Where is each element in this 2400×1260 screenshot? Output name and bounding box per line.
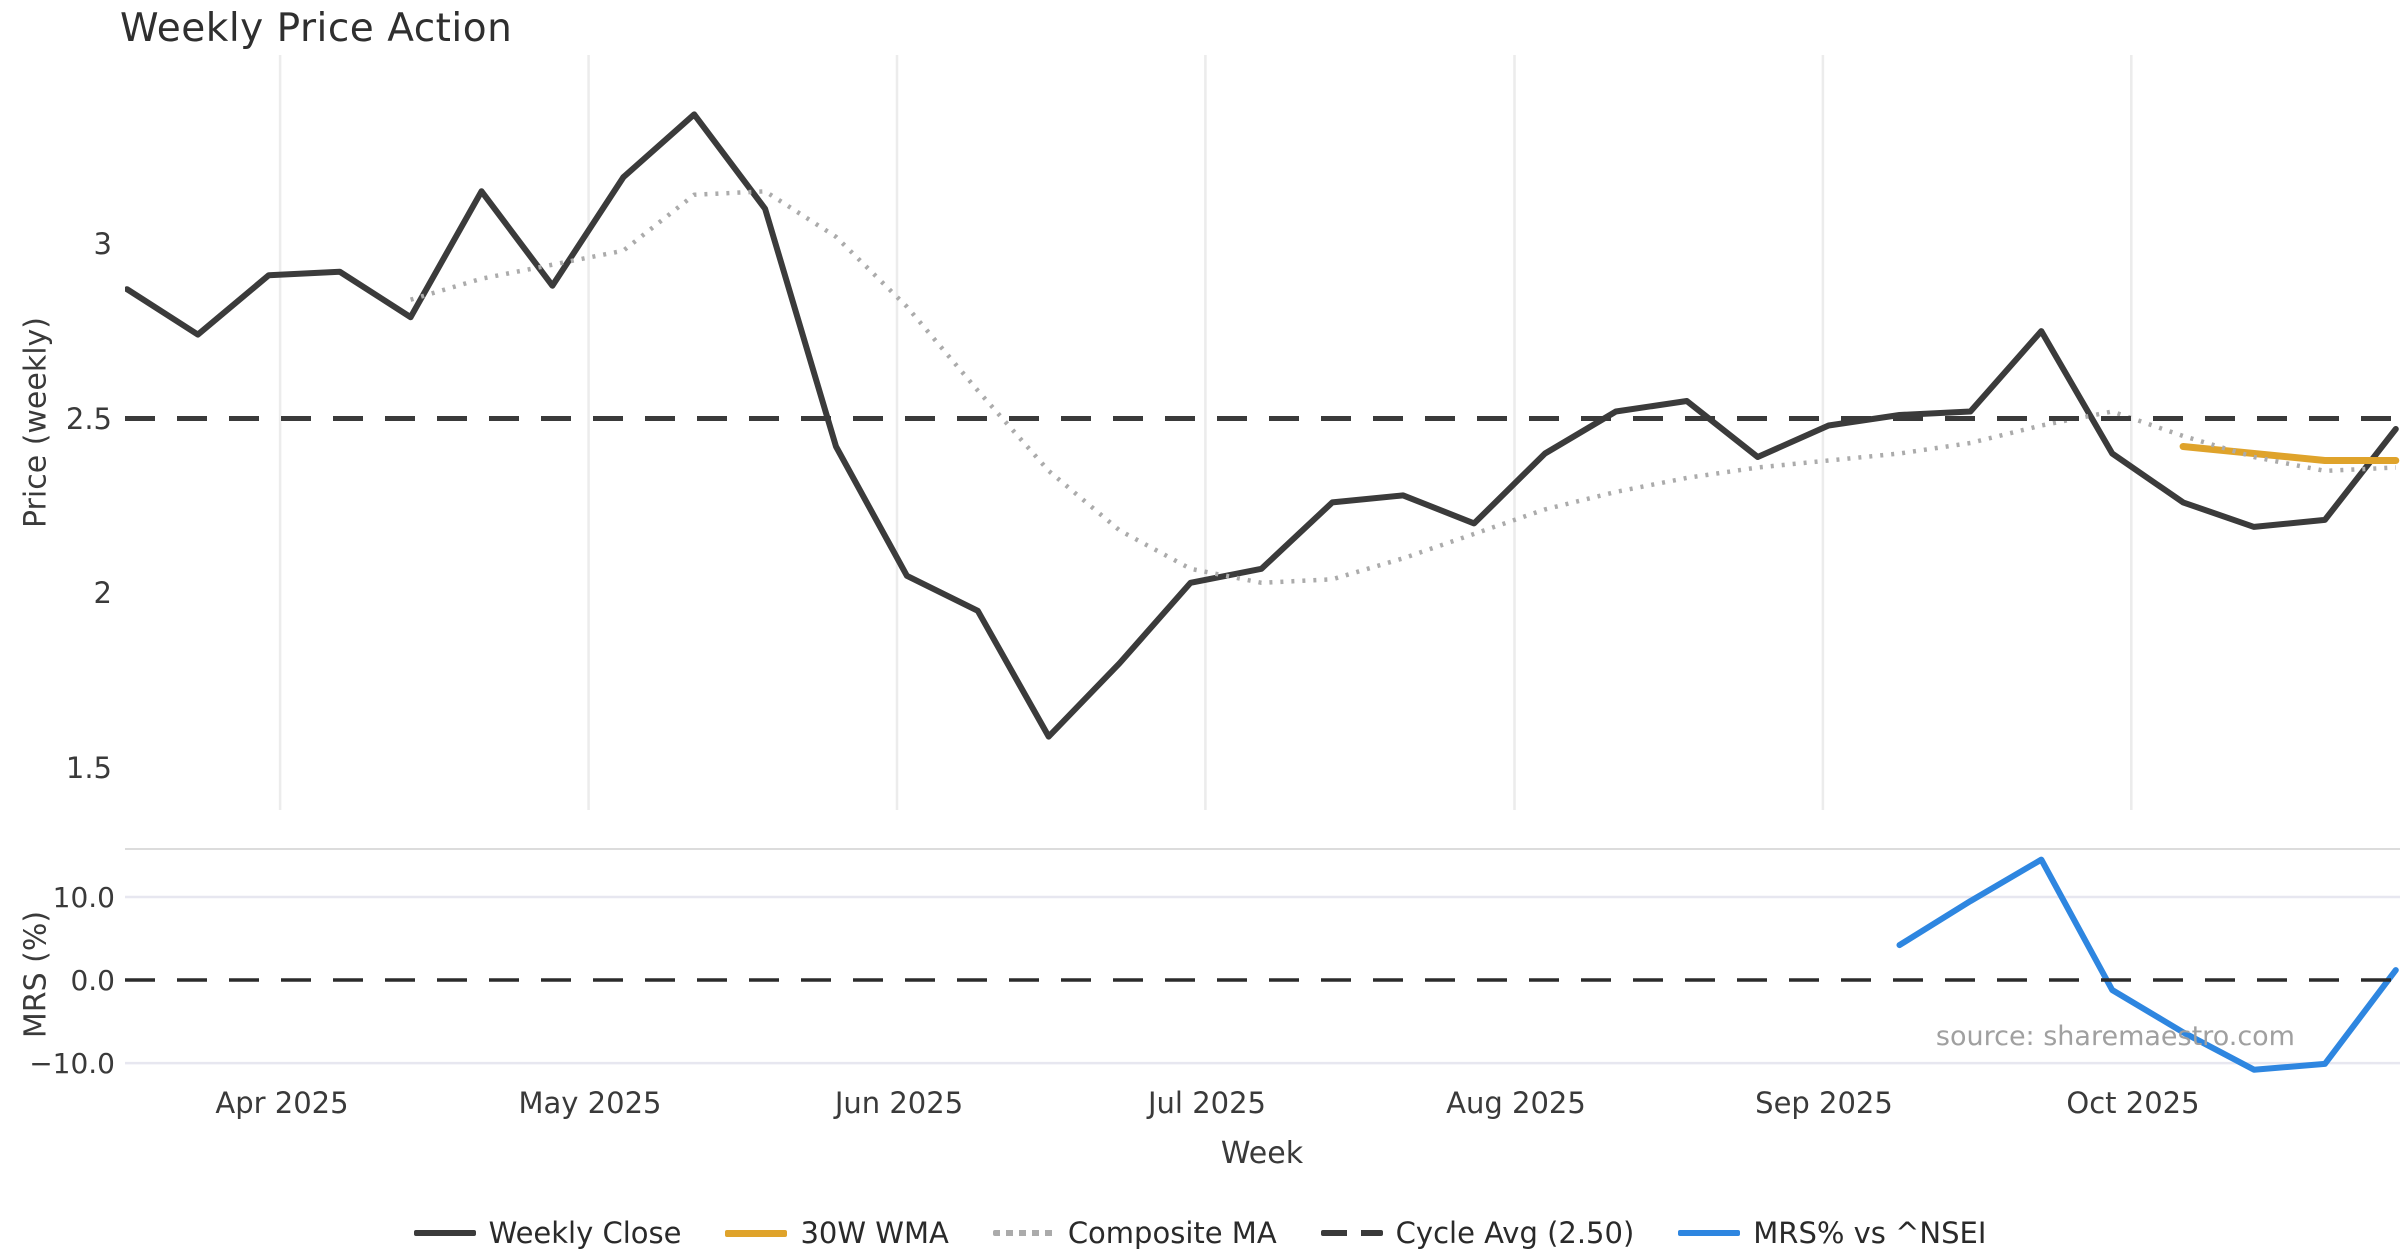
mrs-y-tick: −10.0 [29,1047,115,1080]
chart-legend: Weekly Close 30W WMA Composite MA Cycle … [0,1213,2400,1253]
legend-item-cycle-avg: Cycle Avg (2.50) [1320,1216,1635,1250]
composite-ma-dotted-swatch-icon [992,1230,1055,1236]
x-axis-title: Week [1220,1136,1304,1171]
mrs-chart-plot [125,848,2400,1073]
legend-item-weekly-close: Weekly Close [413,1216,682,1250]
price-y-tick: 2.5 [65,402,112,436]
legend-label: Weekly Close [488,1216,682,1250]
wma-line-swatch-icon [725,1229,788,1237]
price-y-tick: 1.5 [65,751,112,785]
price-y-tick: 3 [93,227,112,261]
legend-item-30w-wma: 30W WMA [725,1216,949,1250]
cycle-avg-dashed-swatch-icon [1320,1230,1383,1236]
x-tick: Jul 2025 [1147,1086,1266,1120]
legend-item-mrs: MRS% vs ^NSEI [1678,1216,1986,1250]
legend-label: Cycle Avg (2.50) [1395,1216,1635,1250]
mrs-y-tick: 10.0 [52,881,115,914]
page-title: Weekly Price Action [120,6,513,51]
legend-label: MRS% vs ^NSEI [1753,1216,1987,1250]
legend-label: 30W WMA [800,1216,949,1250]
mrs-y-tick: 0.0 [70,964,115,997]
x-tick: Aug 2025 [1446,1086,1586,1120]
x-tick: May 2025 [518,1086,662,1120]
x-tick: Oct 2025 [2066,1086,2200,1120]
x-tick: Jun 2025 [834,1086,964,1120]
weekly-close-line-swatch-icon [413,1230,476,1236]
source-attribution: source: sharemaestro.com [1935,1021,2295,1052]
price-y-tick: 2 [93,576,112,610]
legend-label: Composite MA [1067,1216,1277,1250]
x-tick: Sep 2025 [1755,1086,1893,1120]
x-tick: Apr 2025 [215,1086,349,1120]
price-chart-plot [125,55,2400,810]
mrs-line-swatch-icon [1678,1230,1741,1236]
legend-item-composite-ma: Composite MA [992,1216,1277,1250]
